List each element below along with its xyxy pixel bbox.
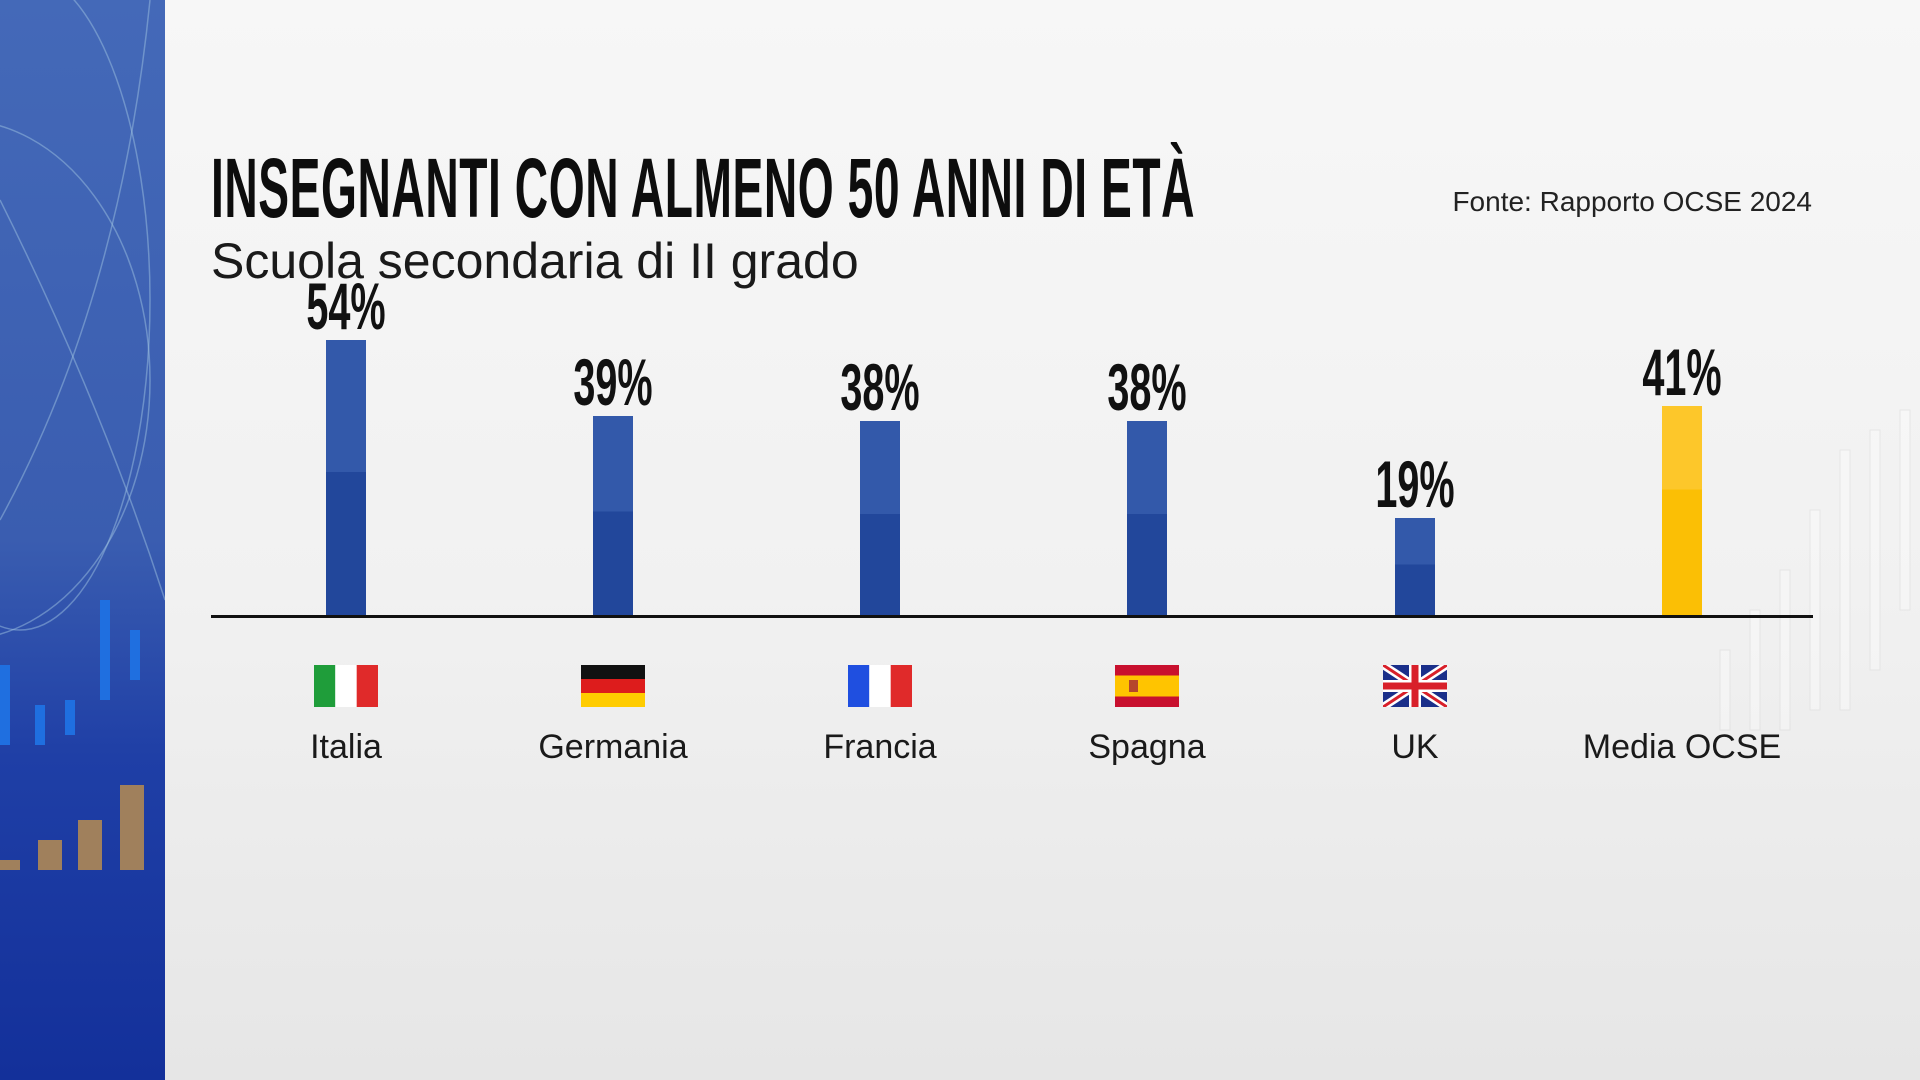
data-label: 54%: [306, 268, 386, 343]
data-label: 38%: [1107, 350, 1187, 425]
france-flag-icon: [848, 665, 912, 707]
italy-flag-icon: [314, 665, 378, 707]
category-label: Media OCSE: [1582, 728, 1782, 766]
bar-uk: [1395, 518, 1435, 615]
bar-germania: [593, 416, 633, 615]
chart-subtitle: Scuola secondaria di II grado: [211, 233, 859, 289]
decorative-side-panel: [0, 0, 165, 1080]
data-label: 38%: [840, 350, 920, 425]
data-label: 41%: [1642, 334, 1722, 409]
spain-flag-icon: [1115, 665, 1179, 707]
category-label: UK: [1391, 728, 1439, 766]
category-label: Spagna: [1088, 728, 1206, 766]
data-label: 19%: [1375, 447, 1455, 522]
decorative-candlestick-background: [1719, 409, 1911, 731]
x-axis-line: [211, 615, 1813, 618]
network-graphic: [0, 0, 165, 870]
chart-title: INSEGNANTI CON ALMENO 50 ANNI DI ETÀ: [211, 141, 1196, 235]
uk-flag-icon: [1380, 661, 1450, 711]
category-label: Italia: [310, 728, 382, 766]
source-note: Fonte: Rapporto OCSE 2024: [1452, 186, 1812, 217]
data-label: 39%: [573, 345, 653, 420]
bar-media-ocse: [1662, 405, 1702, 615]
bar-francia: [860, 421, 900, 615]
bar-spagna: [1127, 421, 1167, 615]
category-label: Francia: [823, 728, 937, 766]
germany-flag-icon: [581, 665, 645, 707]
bar-italia: [326, 339, 366, 615]
category-label: Germania: [538, 728, 688, 766]
